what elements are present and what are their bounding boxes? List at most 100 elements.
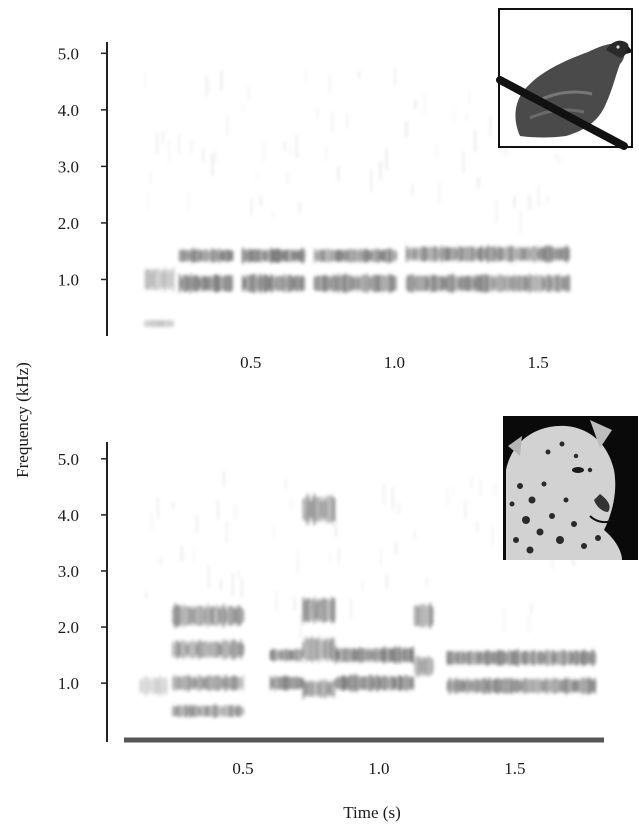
leopard-striation (322, 641, 324, 658)
leopard-noise (193, 545, 195, 564)
bird-striation (526, 277, 529, 290)
leopard-striation (499, 679, 501, 693)
bird-noise (328, 74, 330, 93)
leopard-striation (370, 674, 372, 692)
leopard-striation (366, 677, 368, 689)
leopard-striation (229, 644, 231, 655)
leopard-striation (242, 643, 244, 655)
leopard-striation (231, 704, 233, 718)
bird-striation (144, 320, 146, 327)
bird-striation (349, 248, 351, 264)
leopard-noise (151, 510, 153, 533)
bird-striation (535, 273, 537, 294)
bird-striation (338, 249, 340, 262)
bird-striation (513, 274, 515, 292)
leopard-striation (403, 648, 405, 662)
bird-striation (168, 268, 170, 291)
leopard-striation (418, 606, 420, 626)
leopard-striation (383, 675, 385, 691)
bird-striation (272, 277, 275, 290)
leopard-striation (146, 676, 148, 696)
leopard-striation (270, 650, 272, 660)
bird-noise (477, 176, 479, 189)
leopard-band (446, 678, 597, 693)
bird-striation (275, 278, 277, 289)
leopard-striation (425, 607, 427, 625)
bird-striation (546, 245, 548, 263)
leopard-striation (455, 653, 457, 663)
leopard-striation (236, 677, 238, 690)
bird-striation (463, 276, 465, 291)
bird-noise (144, 72, 146, 87)
leopard-striation (152, 679, 154, 693)
bird-striation (229, 250, 231, 261)
bird-striation (524, 275, 526, 292)
bird-striation (281, 276, 283, 290)
leopard-striation (307, 682, 309, 695)
leopard-striation (216, 641, 218, 658)
leopard-striation (329, 601, 331, 619)
bird-noise (358, 70, 360, 79)
leopard-striation (211, 606, 214, 625)
bird-striation (467, 246, 469, 262)
bird-striation (338, 273, 340, 294)
bird-noise (272, 209, 274, 219)
leopard-striation (342, 649, 344, 662)
leopard-striation (565, 676, 567, 695)
bird-striation (438, 276, 441, 291)
leopard-striation (357, 649, 359, 661)
leopard-noise (285, 477, 287, 490)
leopard-striation (218, 675, 220, 691)
bird-striation (449, 247, 452, 261)
leopard-striation (515, 679, 517, 693)
leopard-striation (589, 653, 592, 663)
leopard-striation (488, 650, 490, 665)
leopard-striation (548, 681, 550, 691)
bird-noise (513, 195, 515, 209)
leopard-striation (364, 649, 366, 661)
leopard-striation (227, 677, 229, 689)
leopard-striation (209, 674, 211, 692)
bird-noise (435, 144, 437, 159)
bird-striation (155, 268, 157, 291)
leopard-striation (394, 646, 396, 665)
leopard-striation (324, 640, 326, 659)
leopard-noise (380, 549, 382, 566)
bird-striation (493, 246, 496, 262)
leopard-striation (581, 677, 583, 695)
bird-striation (362, 274, 364, 293)
bird-striation (231, 250, 233, 261)
bird-noise (263, 140, 265, 163)
bird-striation (478, 276, 480, 291)
leopard-striation (211, 676, 214, 690)
leopard-striation (572, 653, 574, 663)
leopard-striation (570, 678, 572, 694)
leopard-striation (545, 649, 548, 667)
leopard-striation (276, 677, 278, 689)
bird-striation (253, 273, 255, 294)
bird-striation (427, 248, 430, 260)
leopard-striation (510, 651, 512, 665)
bird-striation (502, 248, 504, 260)
leopard-striation (581, 651, 583, 665)
bird-striation (566, 274, 568, 293)
bird-striation (548, 274, 551, 292)
leopard-striation (335, 646, 337, 664)
bird-striation (283, 250, 286, 261)
leopard-striation (521, 652, 523, 664)
bird-striation (349, 275, 351, 292)
leopard-noise (220, 580, 222, 591)
leopard-striation (270, 675, 272, 691)
leopard-striation (192, 706, 194, 716)
bird-striation (441, 245, 443, 263)
leopard-noise (572, 553, 574, 567)
leopard-striation (399, 675, 401, 691)
leopard-striation (381, 677, 383, 689)
leopard-spectrogram-energy (139, 470, 597, 719)
leopard-striation (331, 597, 333, 624)
leopard-striation (446, 681, 449, 691)
bird-striation (474, 278, 476, 289)
leopard-striation (189, 607, 192, 624)
leopard-striation (272, 679, 274, 688)
leopard-striation (563, 679, 565, 692)
